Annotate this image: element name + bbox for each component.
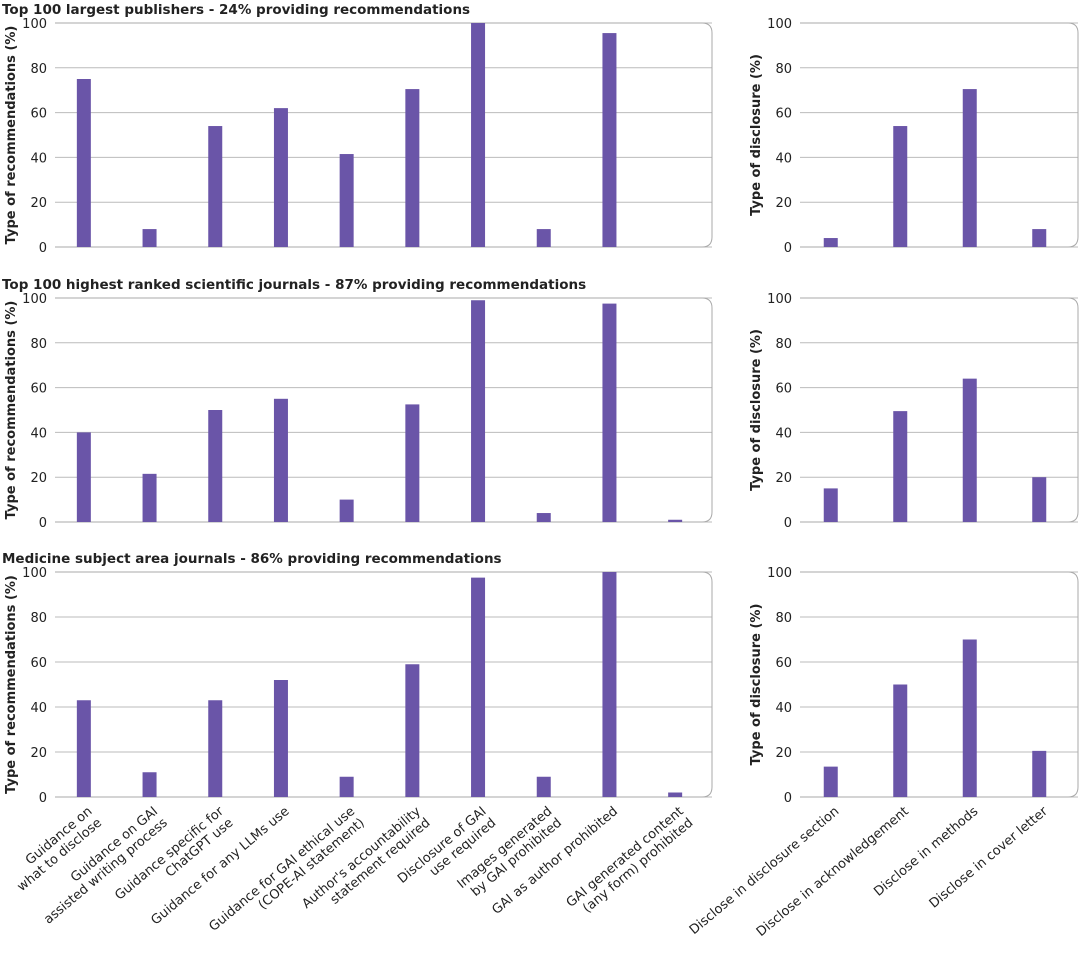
y-tick-label: 60: [30, 107, 47, 122]
bar: [339, 154, 354, 247]
bar: [339, 776, 354, 797]
y-tick-label: 40: [775, 426, 792, 441]
y-tick-label: 20: [30, 746, 47, 761]
bar: [405, 89, 420, 247]
bar: [668, 792, 683, 797]
y-tick-label: 40: [30, 151, 47, 166]
bar: [823, 238, 838, 247]
x-tick-label: Disclose in disclosure section: [687, 804, 842, 938]
y-tick-label: 80: [30, 337, 47, 352]
bar: [962, 89, 977, 247]
y-tick-label: 20: [775, 471, 792, 486]
y-tick-label: 100: [22, 17, 47, 32]
y-tick-label: 60: [775, 107, 792, 122]
y-tick-label: 100: [767, 566, 792, 581]
plot-frame: [55, 297, 713, 523]
bar: [602, 572, 617, 797]
bar: [76, 79, 91, 247]
plot-frame: [800, 22, 1079, 248]
y-tick-label: 100: [767, 292, 792, 307]
y-tick-label: 60: [775, 382, 792, 397]
bar: [962, 639, 977, 797]
bar: [273, 398, 288, 522]
bar: [893, 684, 908, 797]
y-tick-label: 40: [30, 701, 47, 716]
y-tick-label: 40: [30, 426, 47, 441]
y-tick-label: 20: [30, 471, 47, 486]
y-tick-label: 60: [30, 382, 47, 397]
y-tick-label: 60: [775, 656, 792, 671]
bar: [471, 577, 486, 797]
bar: [823, 488, 838, 522]
bar: [76, 700, 91, 797]
bar: [1032, 229, 1047, 247]
bar: [339, 499, 354, 522]
bar: [602, 303, 617, 522]
bar: [208, 410, 223, 522]
y-tick-label: 80: [775, 337, 792, 352]
plot-frame: [800, 571, 1079, 798]
y-tick-label: 0: [39, 791, 47, 806]
x-tick-label: GAI generated content(any form) prohibit…: [564, 804, 697, 922]
y-tick-label: 40: [775, 151, 792, 166]
chart-title: Medicine subject area journals - 86% pro…: [2, 551, 502, 567]
y-tick-label: 80: [775, 611, 792, 626]
bar: [142, 473, 157, 522]
y-tick-label: 100: [22, 292, 47, 307]
bar: [273, 680, 288, 797]
bar: [405, 664, 420, 797]
y-tick-label: 0: [784, 241, 792, 256]
x-tick-label: Disclose in cover letter: [927, 804, 1052, 912]
bar: [471, 300, 486, 522]
y-axis-label: Type of disclosure (%): [749, 604, 764, 766]
bar: [536, 513, 551, 522]
bar: [823, 766, 838, 797]
bar: [208, 700, 223, 797]
plot-frame: [55, 22, 713, 248]
bar: [471, 23, 486, 247]
x-tick-label: Disclose in acknowledgement: [754, 804, 912, 940]
y-tick-label: 0: [784, 791, 792, 806]
bar: [602, 33, 617, 247]
y-tick-label: 0: [39, 241, 47, 256]
chart-title: Top 100 highest ranked scientific journa…: [2, 277, 586, 293]
y-tick-label: 60: [30, 656, 47, 671]
bar: [893, 126, 908, 247]
y-tick-label: 0: [784, 516, 792, 531]
chart-title: Top 100 largest publishers - 24% providi…: [2, 2, 470, 18]
y-axis-label: Type of recommendations (%): [4, 301, 19, 520]
bar: [1032, 477, 1047, 522]
bar: [1032, 750, 1047, 797]
plot-frame: [800, 297, 1079, 523]
y-tick-label: 80: [30, 62, 47, 77]
bar: [208, 126, 223, 247]
y-tick-label: 100: [22, 566, 47, 581]
bar: [536, 776, 551, 797]
y-tick-label: 20: [775, 746, 792, 761]
bar: [405, 404, 420, 522]
bar: [893, 411, 908, 522]
y-tick-label: 80: [775, 62, 792, 77]
y-tick-label: 80: [30, 611, 47, 626]
bar: [962, 378, 977, 522]
y-tick-label: 100: [767, 17, 792, 32]
bar: [142, 772, 157, 797]
bar: [536, 229, 551, 247]
y-tick-label: 40: [775, 701, 792, 716]
y-tick-label: 0: [39, 516, 47, 531]
bar: [668, 519, 683, 522]
plot-frame: [55, 571, 713, 798]
bar: [273, 108, 288, 248]
y-axis-label: Type of disclosure (%): [749, 329, 764, 491]
y-axis-label: Type of recommendations (%): [4, 575, 19, 794]
y-tick-label: 20: [30, 196, 47, 211]
bar: [76, 432, 91, 522]
y-tick-label: 20: [775, 196, 792, 211]
bar: [142, 229, 157, 247]
y-axis-label: Type of recommendations (%): [4, 26, 19, 245]
y-axis-label: Type of disclosure (%): [749, 54, 764, 216]
